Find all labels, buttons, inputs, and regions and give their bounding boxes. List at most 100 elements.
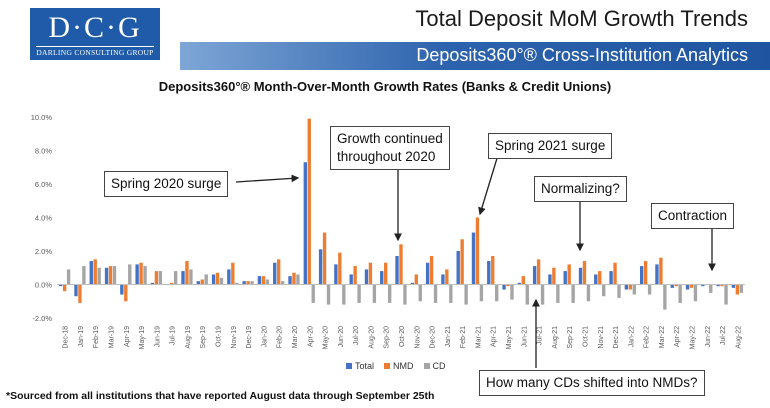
x-tick-label: Mar-22 [659, 326, 666, 348]
bar-nmd [353, 266, 357, 285]
bar-cd [571, 284, 575, 303]
bar-cd [449, 284, 453, 303]
x-tick-label: Dec-18 [63, 326, 70, 349]
x-tick-label: Jul-19 [170, 326, 177, 345]
bar-nmd [414, 274, 418, 285]
bar-nmd [643, 261, 648, 285]
bar-nmd [384, 262, 388, 285]
bar-total [104, 267, 109, 285]
logo-letters: D·C·G [48, 11, 142, 44]
x-tick-label: Oct-19 [216, 326, 223, 347]
bar-nmd [475, 217, 480, 285]
bar-nmd [368, 262, 373, 285]
bar-nmd [491, 256, 495, 285]
x-tick-label: Apr-22 [674, 326, 681, 347]
bar-cd [739, 284, 744, 293]
bar-total [517, 282, 522, 285]
bar-cd [586, 284, 591, 302]
bar-nmd [154, 271, 159, 285]
bar-cd [280, 281, 285, 285]
bar-cd [158, 271, 163, 285]
subtitle-band: Deposits360°® Cross-Institution Analytic… [180, 42, 770, 70]
x-tick-label: Nov-21 [598, 326, 605, 349]
bar-cd [82, 266, 86, 285]
x-tick-label: Jan-20 [261, 326, 268, 348]
bar-nmd [139, 262, 143, 285]
legend-label-nmd: NMD [393, 361, 414, 371]
bar-total [288, 276, 292, 285]
legend-swatch-total [346, 363, 352, 369]
annotation-growth-2020: Growth continued throughout 2020 [330, 126, 450, 170]
bar-nmd [246, 281, 250, 285]
x-tick-label: Dec-21 [613, 326, 620, 349]
bar-total [716, 284, 720, 287]
bar-nmd [277, 259, 281, 285]
legend-item-cd: CD [423, 361, 446, 371]
bar-total [318, 249, 323, 285]
x-tick-label: Dec-19 [246, 326, 253, 349]
bar-total [548, 274, 552, 285]
x-tick-label: Mar-19 [109, 326, 116, 348]
bar-cd [326, 284, 331, 305]
bar-cd [495, 284, 499, 302]
x-tick-label: Dec-20 [430, 326, 437, 349]
annotation-spring-2020: Spring 2020 surge [104, 171, 229, 197]
bar-nmd [689, 284, 694, 288]
x-tick-label: Jan-22 [628, 326, 635, 348]
arrow-spring-2021 [478, 154, 499, 216]
bar-cd [265, 279, 270, 285]
source-footnote: *Sourced from all institutions that have… [6, 390, 435, 402]
bar-total [655, 264, 659, 285]
bar-nmd [322, 232, 327, 285]
bar-cd [647, 284, 652, 295]
legend-swatch-nmd [384, 363, 391, 369]
page-title: Total Deposit MoM Growth Trends [415, 6, 748, 31]
x-tick-label: Mar-20 [292, 326, 299, 348]
bar-cd [250, 281, 254, 285]
annotation-normalizing: Normalizing? [534, 176, 627, 202]
bar-nmd [93, 259, 97, 285]
x-tick-label: May-21 [506, 326, 513, 349]
bar-total [578, 267, 583, 285]
bar-nmd [720, 284, 724, 287]
bar-total [380, 271, 384, 285]
x-tick-label: Nov-20 [414, 326, 421, 349]
bar-cd [540, 284, 545, 305]
bar-nmd [613, 262, 617, 285]
bar-total [456, 251, 460, 285]
x-tick-label: Jun-22 [705, 326, 712, 348]
bar-cd [112, 266, 117, 285]
bar-cd [97, 267, 101, 285]
x-tick-label: Jul-21 [537, 326, 544, 345]
bar-cd [556, 284, 560, 303]
bar-cd [357, 284, 361, 303]
bar-total [731, 284, 736, 288]
bar-total [211, 274, 216, 285]
x-tick-label: Apr-20 [307, 326, 314, 347]
bar-cd [632, 284, 636, 295]
bar-total [471, 232, 476, 285]
bar-nmd [445, 269, 449, 285]
bar-cd [235, 282, 239, 285]
bar-total [487, 261, 491, 285]
x-tick-label: Sep-19 [200, 326, 207, 349]
bar-cd [128, 264, 132, 285]
x-tick-label: May-19 [139, 326, 146, 349]
bar-nmd [62, 284, 67, 292]
x-tick-label: Sep-21 [567, 326, 574, 349]
bar-cd [387, 284, 392, 303]
bar-nmd [200, 279, 204, 285]
x-tick-label: Nov-19 [231, 326, 238, 349]
bar-cd [189, 269, 193, 285]
bar-nmd [185, 261, 189, 285]
y-tick-label: -2.0% [32, 314, 52, 323]
chart-title: Deposits360°® Month-Over-Month Growth Ra… [158, 79, 612, 94]
bar-cd [709, 284, 713, 293]
bar-total [135, 264, 139, 285]
annotation-growth-2020-line2: throughout 2020 [337, 149, 436, 164]
x-tick-label: Aug-22 [735, 326, 742, 349]
bar-nmd [582, 261, 587, 285]
bar-total [563, 271, 567, 285]
bar-total [58, 284, 63, 287]
bar-nmd [567, 264, 571, 285]
